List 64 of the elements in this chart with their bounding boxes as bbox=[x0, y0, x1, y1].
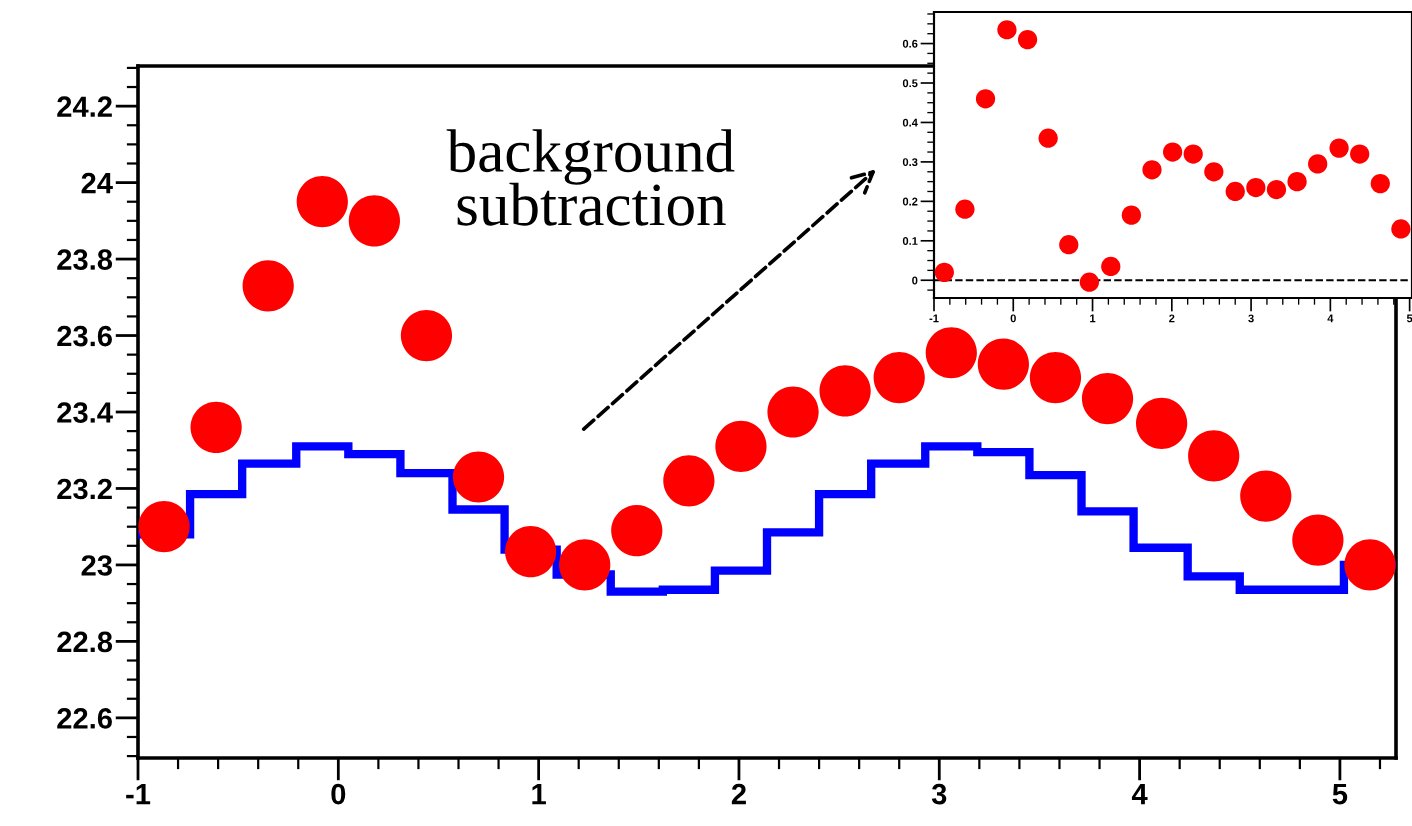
point bbox=[242, 260, 294, 312]
point bbox=[1029, 351, 1082, 404]
x-tick-label: 0 bbox=[331, 783, 346, 805]
point bbox=[348, 195, 400, 247]
point bbox=[873, 351, 925, 404]
y-tick-label: 23.2 bbox=[57, 478, 112, 500]
y-tick-label: 22.6 bbox=[57, 708, 112, 729]
x-tick-label: 1 bbox=[532, 784, 546, 805]
point bbox=[1350, 144, 1370, 164]
point bbox=[1136, 397, 1188, 450]
point bbox=[1081, 373, 1134, 425]
point bbox=[955, 199, 975, 219]
point bbox=[1266, 179, 1287, 200]
point bbox=[1246, 177, 1266, 198]
annotation: background subtraction bbox=[446, 129, 735, 226]
point bbox=[1079, 272, 1099, 292]
y-tick-label: 23.8 bbox=[57, 249, 113, 270]
x-tick-label: -1 bbox=[126, 784, 151, 805]
point bbox=[1059, 235, 1079, 255]
point bbox=[1101, 256, 1121, 277]
point bbox=[559, 539, 611, 591]
x-tick-label: 2 bbox=[731, 783, 746, 805]
point bbox=[1121, 205, 1142, 225]
point bbox=[400, 309, 453, 362]
point bbox=[1329, 138, 1349, 158]
point bbox=[975, 89, 996, 109]
point bbox=[505, 525, 557, 578]
point bbox=[611, 504, 663, 557]
point bbox=[296, 176, 348, 228]
point bbox=[1225, 181, 1245, 202]
y-tick-label: 23 bbox=[81, 555, 112, 576]
point bbox=[1188, 430, 1240, 482]
point bbox=[977, 338, 1029, 390]
point bbox=[1162, 142, 1183, 162]
y-tick-label: 24 bbox=[81, 172, 113, 194]
point bbox=[819, 365, 871, 417]
point bbox=[452, 451, 505, 503]
point bbox=[1370, 173, 1390, 194]
y-tick-label: 23.6 bbox=[57, 325, 112, 347]
point bbox=[997, 20, 1017, 40]
point bbox=[767, 386, 819, 438]
point bbox=[715, 420, 767, 473]
y-tick-label: 22.8 bbox=[57, 631, 113, 653]
point bbox=[1038, 128, 1058, 148]
point bbox=[190, 401, 242, 453]
point bbox=[1308, 154, 1328, 174]
point bbox=[138, 501, 190, 553]
point bbox=[1183, 144, 1203, 164]
point bbox=[1142, 160, 1162, 180]
y-tick-label: 23.4 bbox=[57, 402, 113, 423]
point bbox=[1292, 514, 1344, 566]
y-tick-label: 24.2 bbox=[57, 96, 112, 117]
point bbox=[1287, 172, 1307, 192]
point bbox=[1344, 539, 1396, 591]
point bbox=[663, 455, 715, 507]
x-tick-label: 5 bbox=[1332, 784, 1348, 805]
point bbox=[1017, 29, 1038, 50]
point bbox=[934, 262, 954, 282]
point bbox=[925, 327, 977, 379]
point bbox=[1240, 470, 1292, 522]
point bbox=[1204, 162, 1224, 182]
x-tick-label: 4 bbox=[1131, 784, 1148, 805]
point bbox=[1391, 219, 1411, 239]
x-tick-label: 3 bbox=[931, 783, 947, 805]
